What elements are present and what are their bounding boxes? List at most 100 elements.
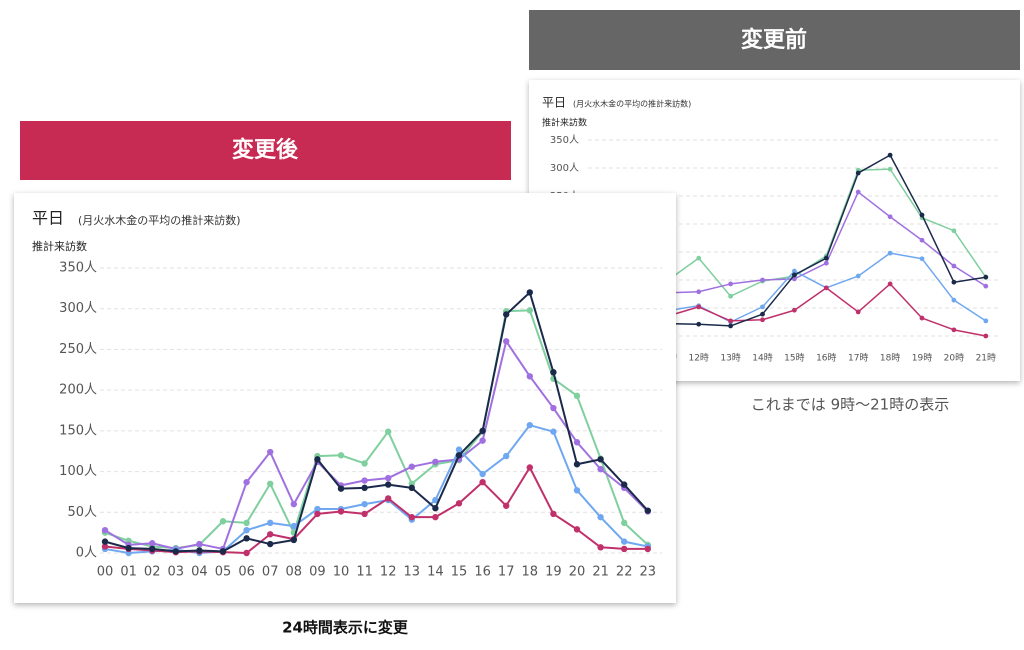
data-point [760,277,765,283]
data-point [792,307,797,313]
data-point [432,496,439,504]
data-point [479,437,486,444]
data-point [760,317,765,323]
data-point [792,276,797,282]
data-point [760,304,765,310]
data-point [172,548,179,555]
data-point [823,285,829,291]
data-point [951,263,957,269]
data-point [696,304,702,310]
x-tick-label: 08 [286,565,303,580]
data-point [919,212,925,218]
data-point [573,461,581,468]
data-point [479,427,486,435]
data-point [503,338,510,345]
data-point [887,166,893,172]
data-point [526,373,533,380]
data-point [432,513,439,521]
x-tick-label: 23 [640,565,657,580]
data-point [219,548,227,555]
x-tick-label: 20時 [944,353,964,364]
data-point [644,507,651,514]
x-tick-label: 11 [356,565,373,580]
data-point [267,448,274,456]
x-tick-label: 19時 [912,353,932,364]
data-point [526,289,533,296]
data-point [337,452,345,459]
data-point [385,428,392,435]
data-point [479,478,486,486]
x-tick-label: 18 [522,565,539,580]
data-point [526,421,533,429]
x-tick-label: 00 [97,565,114,580]
data-point [760,311,765,317]
data-point [526,464,533,471]
data-point [855,309,861,315]
data-point [621,538,628,545]
x-tick-label: 07 [262,565,279,580]
header-bar [529,10,1020,70]
data-point [728,323,733,329]
x-tick-label: 18時 [880,353,900,364]
data-point [951,228,957,234]
data-point [919,256,925,262]
data-point [361,510,368,518]
data-point [983,318,989,324]
data-point [408,484,415,492]
data-point [919,315,925,321]
chart-title: 平日 [542,96,566,110]
data-point [855,273,861,279]
x-tick-label: 03 [168,565,185,580]
x-tick-label: 15 [451,565,468,580]
data-point [696,321,702,327]
data-point [290,536,297,544]
chart-subtitle: (月火水木金の平均の推計来訪数) [573,99,691,109]
data-point [597,465,604,473]
data-point [243,478,250,486]
data-point [792,268,797,274]
data-point [432,505,439,512]
data-point [408,513,415,521]
caption: 24時間表示に変更 [282,619,409,637]
data-point [887,152,893,158]
data-point [149,540,156,547]
data-point [196,540,203,548]
y-tick-label: 50人 [67,505,97,520]
header: 変更前 [741,27,807,53]
data-point [267,519,274,527]
y-tick-label: 350人 [59,261,97,276]
x-tick-label: 21 [592,565,609,580]
data-point [887,281,893,287]
data-point [479,470,486,478]
data-point [385,495,392,502]
data-point [361,484,368,492]
x-tick-label: 09 [309,565,326,580]
x-tick-label: 14時 [752,353,772,364]
data-point [951,297,957,303]
data-point [267,540,274,548]
x-tick-label: 02 [144,565,161,580]
data-point [855,170,861,176]
data-point [573,439,581,446]
chart: 平日 (月火水木金の平均の推計来訪数) 推計来訪数 0人 50人 100人 150人 200人… [32,209,662,580]
x-tick-label: 19 [545,565,562,580]
data-point [573,526,581,533]
y-tick-label: 300人 [550,162,579,174]
data-point [290,500,297,508]
data-point [149,545,156,553]
data-point [550,428,557,435]
x-tick-label: 20 [569,565,586,580]
data-point [219,518,227,525]
data-point [621,519,628,527]
data-point [503,311,510,318]
data-point [621,481,628,488]
data-point [101,543,109,550]
data-point [887,214,893,220]
x-tick-label: 21時 [976,353,996,364]
y-tick-label: 150人 [59,423,97,438]
data-point [728,293,733,299]
data-point [696,289,702,295]
data-point [455,452,463,459]
